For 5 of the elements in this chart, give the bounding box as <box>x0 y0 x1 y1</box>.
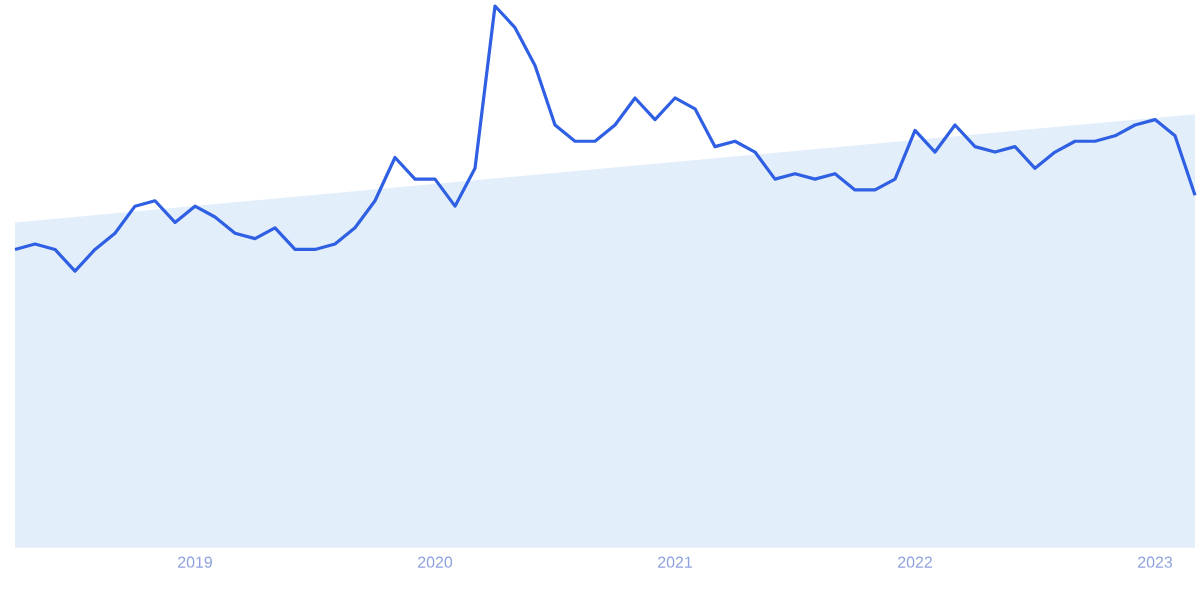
x-tick-label: 2019 <box>178 556 212 568</box>
x-tick-label: 2023 <box>1138 556 1173 568</box>
x-tick-label: 2022 <box>898 556 932 568</box>
x-tick-label: 2020 <box>418 556 453 568</box>
x-tick-label: 2021 <box>658 556 692 568</box>
